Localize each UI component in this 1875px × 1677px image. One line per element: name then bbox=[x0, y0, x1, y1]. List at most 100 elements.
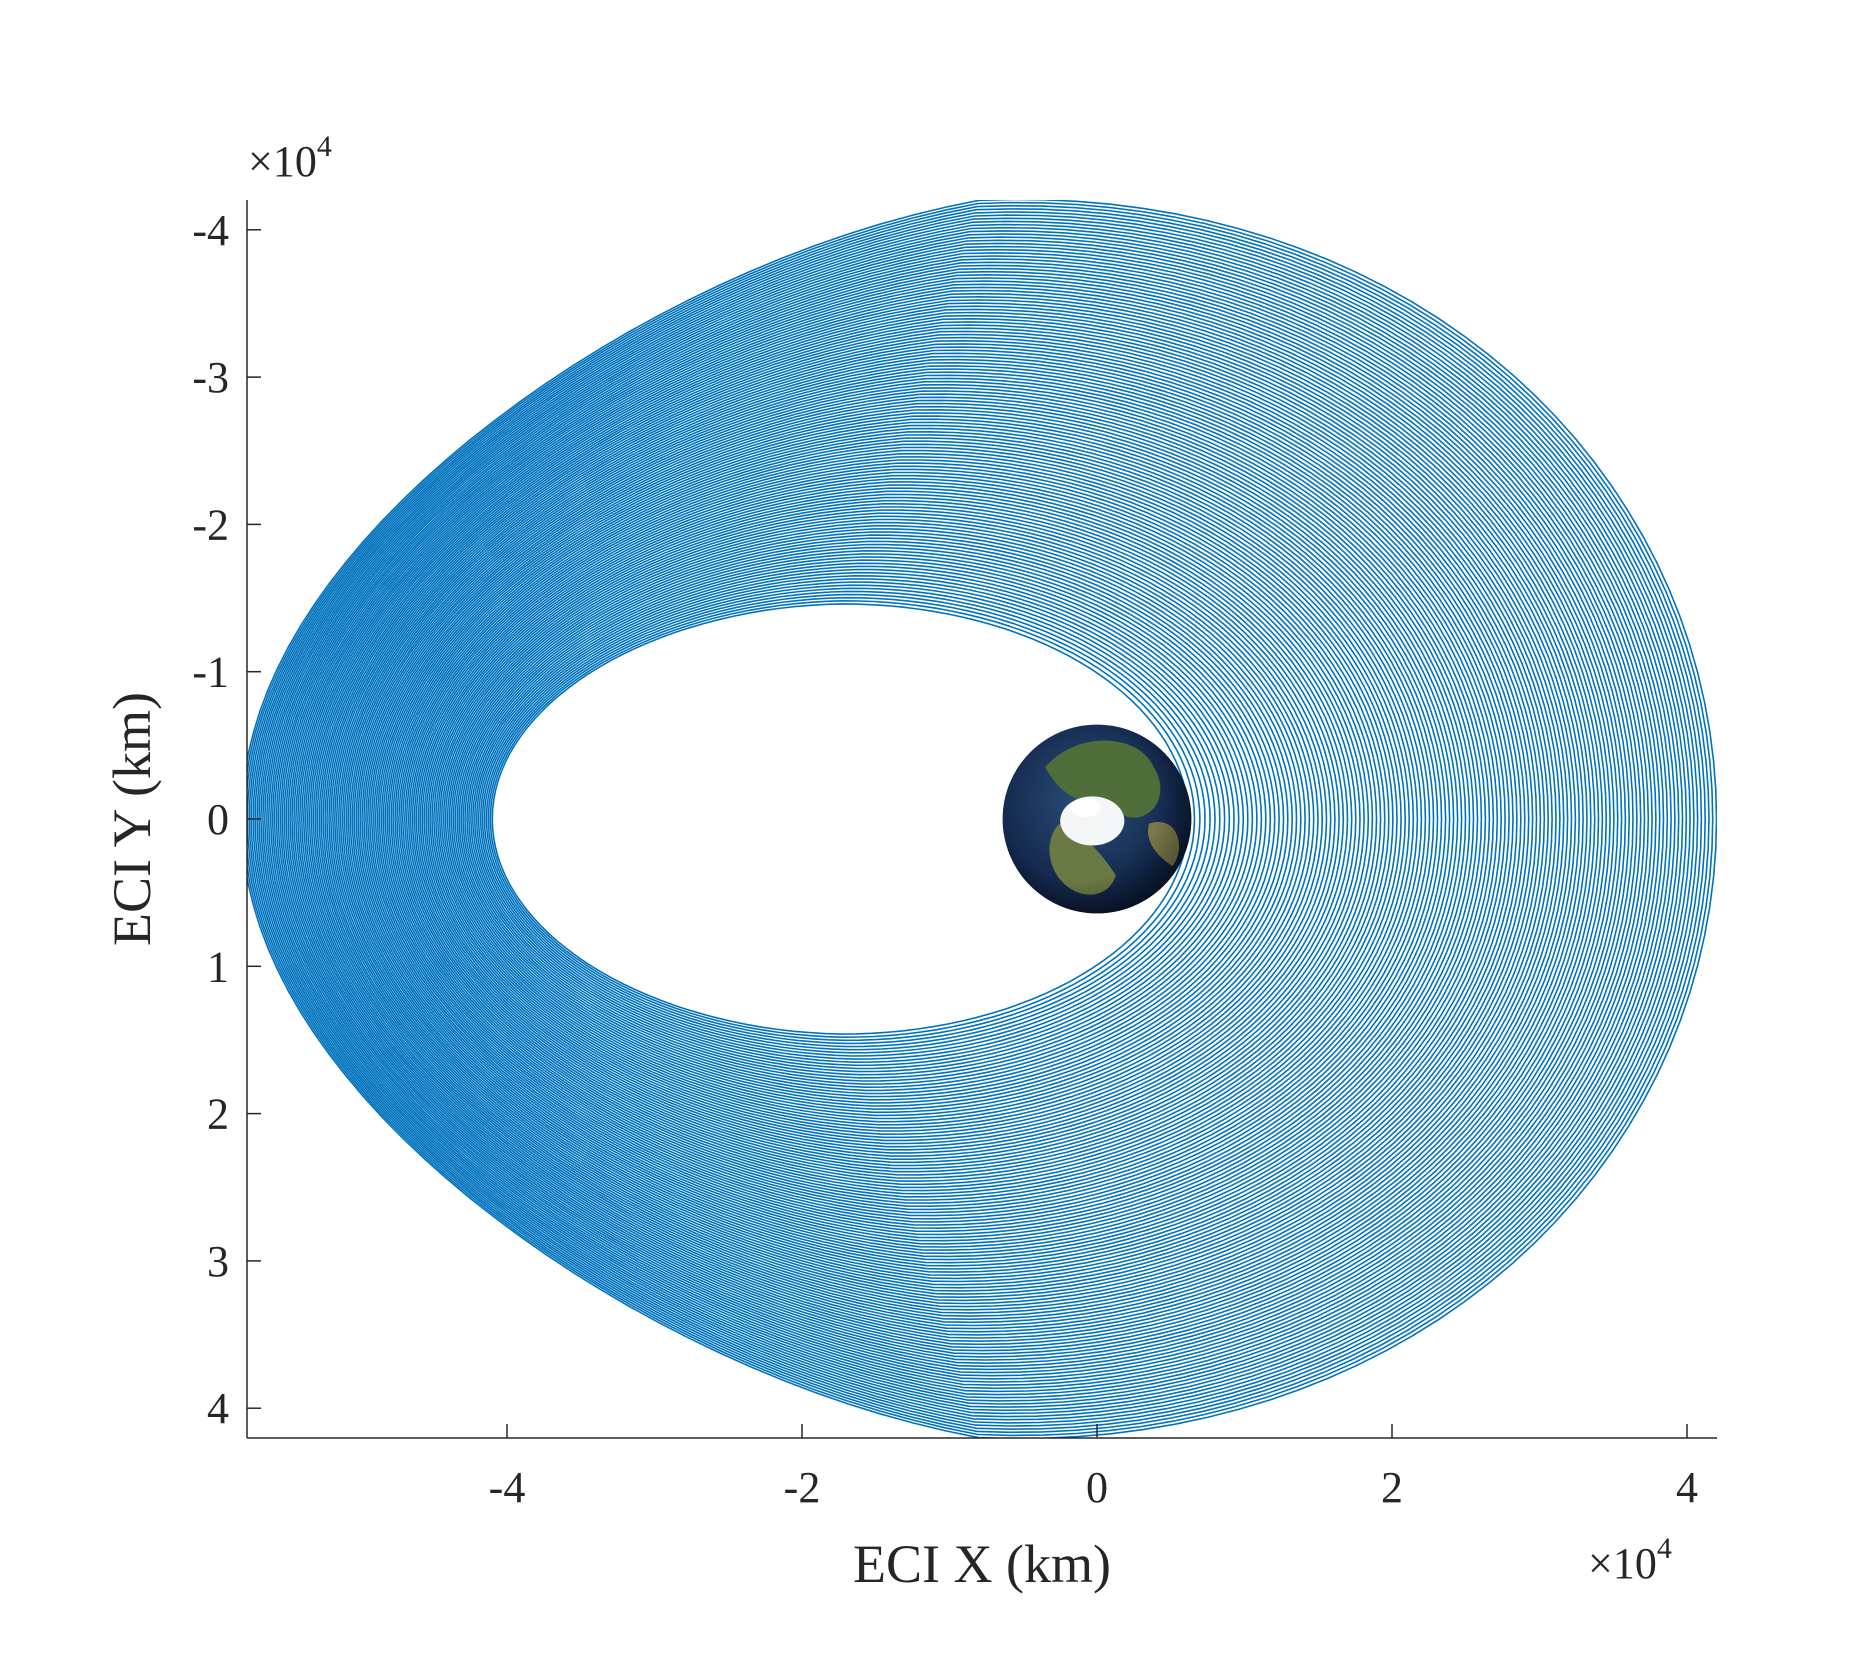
orbit-line bbox=[390, 440, 1419, 1198]
y-tick-label: 0 bbox=[207, 795, 229, 844]
orbit-line bbox=[380, 424, 1439, 1214]
orbit-line bbox=[425, 496, 1345, 1142]
orbit-line bbox=[298, 292, 1604, 1346]
orbit-line bbox=[477, 581, 1226, 1057]
orbit-line bbox=[396, 449, 1407, 1189]
orbit-line bbox=[444, 528, 1302, 1110]
orbit-line bbox=[293, 283, 1615, 1355]
orbit-line bbox=[304, 302, 1592, 1336]
y-exponent-label: ×104 bbox=[248, 130, 332, 186]
orbit-line bbox=[353, 380, 1495, 1258]
orbit-line bbox=[265, 239, 1669, 1399]
orbit-line bbox=[489, 599, 1196, 1039]
orbit-line bbox=[351, 377, 1499, 1261]
orbit-line bbox=[322, 330, 1557, 1308]
orbit-line bbox=[407, 468, 1382, 1170]
orbit-line bbox=[423, 493, 1349, 1145]
orbit-line bbox=[483, 590, 1211, 1048]
orbit-line bbox=[277, 258, 1646, 1380]
y-tick-label: -4 bbox=[192, 206, 229, 255]
orbit-line bbox=[345, 368, 1510, 1270]
orbit-line bbox=[339, 358, 1522, 1280]
orbit-line bbox=[450, 537, 1289, 1101]
orbit-line bbox=[271, 248, 1657, 1390]
x-tick-label: 4 bbox=[1676, 1463, 1698, 1512]
orbit-line bbox=[306, 305, 1588, 1333]
orbit-line bbox=[335, 352, 1530, 1286]
orbit-line bbox=[363, 396, 1475, 1242]
orbit-line bbox=[372, 412, 1455, 1226]
orbit-line bbox=[479, 584, 1221, 1054]
orbit-line bbox=[263, 236, 1672, 1402]
orbit-line bbox=[357, 387, 1487, 1251]
orbit-line bbox=[247, 200, 1717, 1438]
orbit-line bbox=[436, 515, 1319, 1123]
orbit-line bbox=[398, 452, 1402, 1186]
y-tick-label: 2 bbox=[207, 1090, 229, 1139]
orbit-line bbox=[475, 578, 1231, 1060]
orbit-line bbox=[435, 512, 1324, 1126]
orbit-line bbox=[446, 531, 1298, 1107]
orbit-line bbox=[429, 502, 1336, 1136]
x-tick-label: -2 bbox=[784, 1463, 821, 1512]
x-exponent-base: ×10 bbox=[1588, 1539, 1657, 1588]
orbit-line bbox=[468, 565, 1249, 1073]
x-tick-label: 0 bbox=[1086, 1463, 1108, 1512]
orbit-line bbox=[401, 459, 1394, 1179]
orbit-line bbox=[320, 327, 1561, 1311]
orbit-line bbox=[458, 549, 1272, 1089]
orbit-line bbox=[409, 471, 1378, 1167]
orbit-line bbox=[374, 415, 1451, 1223]
orbit-line bbox=[431, 506, 1332, 1132]
orbit-line bbox=[361, 393, 1479, 1245]
orbit-line bbox=[403, 462, 1390, 1176]
orbit-line bbox=[442, 524, 1306, 1114]
orbit-line bbox=[333, 349, 1534, 1289]
orbit-line bbox=[283, 267, 1634, 1371]
orbit-line bbox=[328, 339, 1546, 1299]
y-axis-label: ECI Y (km) bbox=[102, 692, 162, 946]
orbit-line bbox=[366, 402, 1467, 1236]
x-exponent-label: ×104 bbox=[1588, 1532, 1672, 1588]
orbit-line bbox=[471, 571, 1240, 1067]
orbit-line bbox=[355, 383, 1491, 1255]
orbit-line bbox=[289, 277, 1623, 1361]
orbit-line bbox=[448, 534, 1294, 1104]
orbit-line bbox=[370, 408, 1459, 1230]
orbit-line bbox=[262, 233, 1676, 1405]
orbit-line bbox=[326, 336, 1550, 1302]
orbit-line bbox=[421, 490, 1353, 1148]
orbit-line bbox=[269, 245, 1661, 1393]
orbit-line bbox=[368, 405, 1463, 1233]
orbit-line bbox=[247, 201, 1714, 1437]
y-tick-label: 3 bbox=[207, 1237, 229, 1286]
orbit-line bbox=[302, 299, 1596, 1339]
orbit-line bbox=[388, 437, 1423, 1201]
orbit-line bbox=[287, 273, 1627, 1365]
x-ticks: -4 -2 0 2 4 bbox=[489, 1424, 1698, 1512]
orbit-line bbox=[384, 430, 1431, 1208]
orbit-line bbox=[427, 499, 1340, 1139]
orbit-line bbox=[275, 255, 1650, 1383]
orbit-line bbox=[491, 603, 1190, 1035]
orbit-line bbox=[466, 562, 1254, 1076]
y-exponent-base: ×10 bbox=[248, 137, 317, 186]
orbit-line bbox=[318, 324, 1565, 1314]
orbit-line bbox=[456, 546, 1276, 1092]
orbit-line bbox=[300, 295, 1600, 1343]
orbit-line bbox=[273, 252, 1653, 1386]
orbit-line bbox=[462, 556, 1263, 1082]
orbit-line bbox=[392, 443, 1415, 1195]
orbit-line bbox=[308, 308, 1584, 1330]
orbit-line bbox=[324, 333, 1553, 1305]
orbit-line bbox=[332, 346, 1538, 1292]
orbit-line bbox=[415, 481, 1365, 1157]
orbit-line bbox=[470, 568, 1245, 1070]
orbit-line bbox=[343, 365, 1514, 1273]
orbit-line bbox=[378, 421, 1443, 1217]
orbit-line bbox=[365, 399, 1471, 1239]
y-tick-label: 4 bbox=[207, 1384, 229, 1433]
orbit-line bbox=[454, 543, 1280, 1095]
orbit-line bbox=[297, 289, 1608, 1349]
orbit-line bbox=[419, 487, 1357, 1151]
